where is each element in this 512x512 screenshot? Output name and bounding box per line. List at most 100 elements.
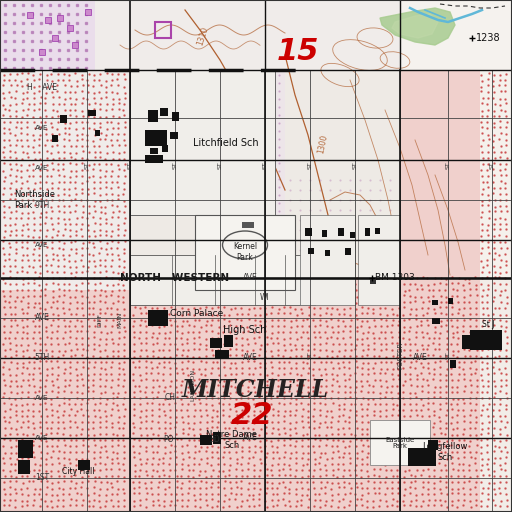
Text: ST: ST: [127, 161, 133, 169]
Bar: [95, 130, 100, 136]
Bar: [148, 110, 158, 122]
Bar: [78, 460, 90, 470]
Text: LANGDON: LANGDON: [190, 369, 196, 401]
Bar: [242, 222, 254, 228]
Bar: [57, 15, 63, 21]
Bar: [270, 0, 512, 280]
Bar: [85, 9, 91, 15]
Bar: [462, 335, 474, 349]
Text: ST: ST: [263, 161, 267, 169]
Bar: [350, 232, 355, 238]
Bar: [370, 278, 376, 284]
Bar: [365, 228, 370, 236]
Bar: [45, 17, 51, 23]
Bar: [448, 298, 453, 304]
Bar: [162, 145, 168, 152]
Bar: [170, 132, 178, 139]
Bar: [375, 228, 380, 234]
Text: Kernel
Park: Kernel Park: [233, 242, 257, 262]
Bar: [67, 25, 73, 31]
Bar: [27, 12, 33, 18]
Text: ST: ST: [308, 351, 312, 359]
Bar: [88, 110, 96, 116]
Text: MAIN: MAIN: [117, 312, 122, 328]
Bar: [150, 148, 158, 154]
Text: ST: ST: [173, 161, 178, 169]
Text: 1300: 1300: [316, 133, 329, 154]
Bar: [470, 330, 502, 350]
Text: 5TH: 5TH: [34, 353, 50, 362]
Text: AVE: AVE: [243, 434, 258, 442]
Bar: [18, 460, 30, 474]
Text: AVE: AVE: [413, 353, 428, 362]
Text: 1ST: 1ST: [35, 474, 49, 482]
Polygon shape: [392, 14, 438, 38]
Bar: [200, 435, 212, 445]
Text: St J
Hos: St J Hos: [482, 321, 496, 339]
Bar: [52, 135, 58, 142]
Bar: [450, 360, 456, 368]
Bar: [172, 112, 179, 121]
Text: High Sch: High Sch: [223, 325, 267, 335]
Bar: [308, 248, 314, 254]
Text: 22: 22: [231, 400, 273, 430]
Bar: [322, 230, 327, 237]
Text: ST: ST: [352, 161, 357, 169]
Text: ST: ST: [308, 161, 312, 169]
Bar: [0, 0, 130, 290]
Text: ST: ST: [218, 161, 223, 169]
Text: DIFF: DIFF: [97, 313, 102, 327]
Bar: [428, 440, 438, 450]
Bar: [145, 130, 167, 146]
Text: Eastside
Park: Eastside Park: [386, 437, 415, 450]
Bar: [432, 300, 438, 305]
Bar: [338, 228, 344, 236]
Bar: [148, 310, 168, 326]
Text: MITCHELL: MITCHELL: [181, 378, 329, 402]
Text: 15: 15: [277, 37, 319, 67]
Text: AVE: AVE: [35, 242, 49, 248]
Bar: [72, 42, 78, 48]
Text: PO: PO: [163, 436, 173, 444]
Bar: [210, 338, 222, 348]
Bar: [300, 215, 355, 305]
Text: ST: ST: [445, 161, 451, 169]
Text: AVE: AVE: [243, 273, 258, 283]
Bar: [60, 115, 67, 123]
Text: WI: WI: [260, 293, 270, 303]
Bar: [39, 49, 45, 55]
Bar: [358, 215, 400, 305]
Text: 3D: 3D: [209, 436, 220, 444]
Bar: [130, 0, 400, 70]
Text: AVE: AVE: [35, 313, 49, 323]
Text: Longfellow
Sch: Longfellow Sch: [422, 442, 467, 462]
Text: BM 1303: BM 1303: [375, 273, 415, 283]
Polygon shape: [380, 8, 455, 45]
Bar: [130, 70, 275, 215]
Text: ST: ST: [445, 351, 451, 359]
Text: Northside
Park: Northside Park: [14, 190, 55, 210]
Text: 1238: 1238: [476, 33, 501, 43]
Text: FOSTER: FOSTER: [397, 342, 403, 369]
Text: Notre Dame
Sch: Notre Dame Sch: [206, 430, 258, 450]
Bar: [408, 448, 436, 466]
Bar: [145, 155, 163, 163]
Text: 9TH: 9TH: [34, 201, 50, 209]
Text: AVE: AVE: [35, 435, 49, 441]
Bar: [305, 228, 312, 236]
Bar: [155, 22, 171, 38]
Bar: [130, 70, 285, 215]
Bar: [432, 318, 440, 324]
Text: Litchfield Sch: Litchfield Sch: [193, 138, 259, 148]
Text: 1310: 1310: [196, 26, 210, 47]
Bar: [345, 248, 351, 255]
Text: NORTH   WESTERN: NORTH WESTERN: [120, 273, 229, 283]
Bar: [0, 0, 512, 70]
Bar: [0, 70, 480, 512]
Text: ST: ST: [84, 161, 90, 169]
Text: AVE: AVE: [35, 395, 49, 401]
Bar: [213, 432, 221, 444]
Text: AVE: AVE: [243, 353, 258, 362]
Text: City Hall: City Hall: [62, 467, 94, 477]
Bar: [370, 420, 430, 465]
